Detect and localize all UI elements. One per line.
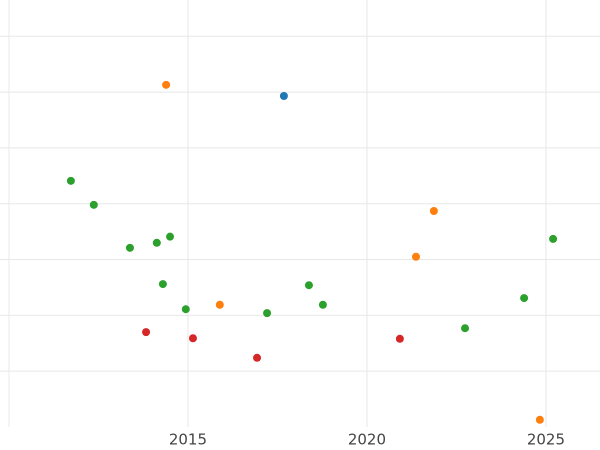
point xyxy=(318,300,327,309)
point xyxy=(279,92,288,101)
point xyxy=(158,280,167,289)
point xyxy=(304,281,313,290)
point xyxy=(142,328,151,337)
point xyxy=(89,200,98,209)
point xyxy=(263,309,272,318)
point xyxy=(535,415,544,424)
point xyxy=(181,305,190,314)
point xyxy=(188,334,197,343)
point xyxy=(411,252,420,261)
point xyxy=(253,353,262,362)
point xyxy=(429,206,438,215)
point xyxy=(520,294,529,303)
point xyxy=(549,234,558,243)
x-tick-label: 2020 xyxy=(348,431,386,449)
point xyxy=(395,334,404,343)
point xyxy=(162,80,171,89)
point xyxy=(152,238,161,247)
point xyxy=(125,243,134,252)
point xyxy=(166,232,175,241)
x-tick-label: 2025 xyxy=(527,431,565,449)
point xyxy=(66,176,75,185)
point xyxy=(461,324,470,333)
x-tick-label: 2015 xyxy=(169,431,207,449)
point xyxy=(215,300,224,309)
